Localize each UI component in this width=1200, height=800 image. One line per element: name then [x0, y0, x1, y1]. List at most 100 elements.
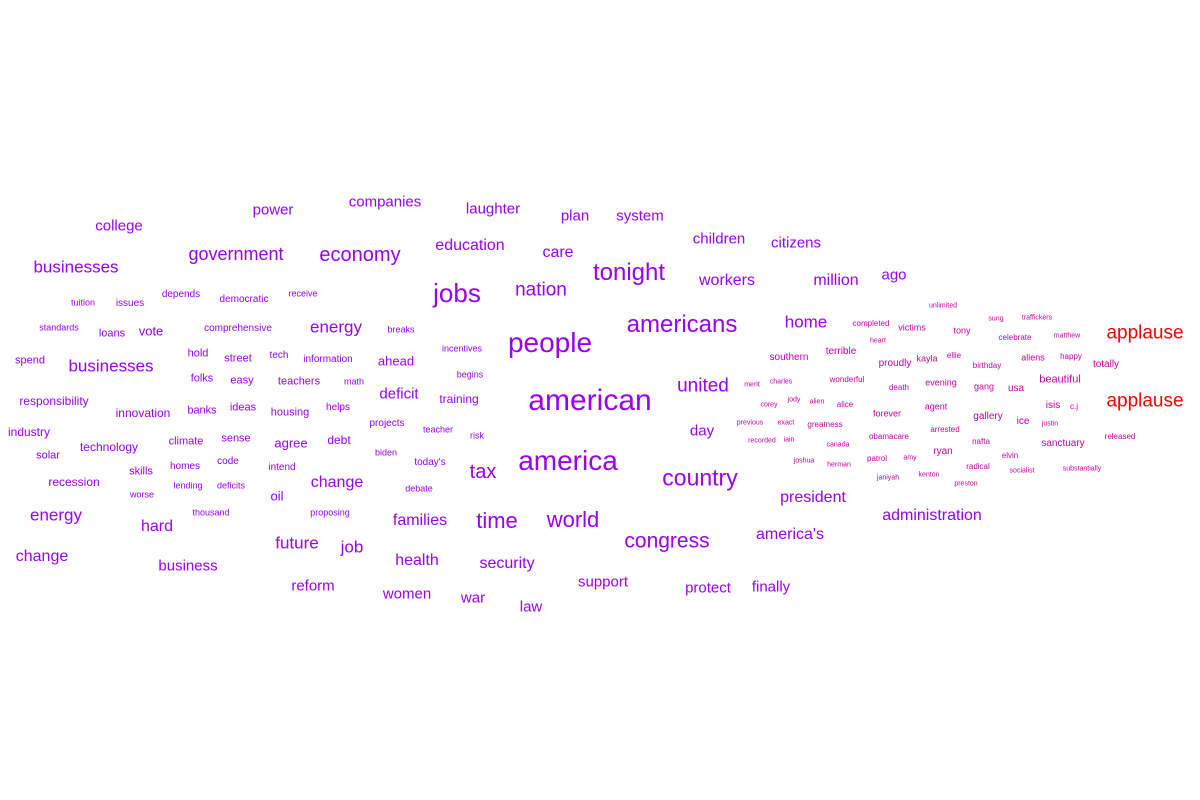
word-tax: tax — [469, 461, 497, 483]
word-amy: amy — [903, 454, 917, 462]
word-finally: finally — [751, 578, 791, 596]
word-laughter: laughter — [465, 200, 521, 218]
word-businesses: businesses — [33, 257, 119, 277]
word-applause: applause — [1106, 322, 1184, 344]
word-street: street — [224, 352, 252, 365]
word-companies: companies — [348, 193, 422, 211]
word-folks: folks — [190, 372, 214, 385]
word-people: people — [507, 327, 593, 358]
word-million: million — [813, 272, 859, 289]
word-traffickers: traffickers — [1021, 314, 1053, 322]
word-power: power — [252, 201, 294, 219]
word-elvin: elvin — [1001, 451, 1019, 460]
word-tuition: tuition — [70, 297, 96, 308]
word-issues: issues — [115, 298, 145, 309]
word-lending: lending — [173, 480, 203, 491]
word-debate: debate — [405, 483, 433, 494]
word-deficit: deficit — [379, 385, 419, 403]
word-hard: hard — [140, 518, 174, 535]
word-code: code — [217, 456, 239, 467]
word-alice: alice — [836, 400, 854, 409]
word-wonderful: wonderful — [829, 375, 865, 384]
word-released: released — [1104, 432, 1136, 441]
word-thousand: thousand — [192, 507, 230, 518]
word-merit: merit — [744, 381, 760, 389]
word-future: future — [275, 533, 319, 553]
word-america: america — [518, 445, 618, 476]
word-celebrate: celebrate — [998, 333, 1032, 342]
word-matthew: matthew — [1053, 332, 1081, 340]
word-ryan: ryan — [933, 446, 953, 457]
word-gallery: gallery — [973, 411, 1003, 422]
word-teacher: teacher — [422, 424, 454, 435]
word-housing: housing — [270, 406, 310, 419]
word-ice: ice — [1016, 416, 1030, 427]
word-innovation: innovation — [115, 406, 171, 420]
word-proposing: proposing — [310, 507, 350, 518]
word-homes: homes — [169, 461, 201, 472]
word-aliens: aliens — [1021, 352, 1045, 363]
word-radical: radical — [966, 462, 990, 471]
word-comprehensive: comprehensive — [204, 323, 272, 334]
word-teachers: teachers — [277, 375, 321, 388]
word-kayla: kayla — [916, 353, 938, 364]
word-socialist: socialist — [1009, 467, 1035, 475]
word-recorded: recorded — [748, 437, 776, 445]
word-change: change — [310, 474, 364, 491]
word-citizens: citizens — [770, 234, 822, 252]
word-agree: agree — [274, 435, 308, 451]
word-congress: congress — [624, 529, 710, 553]
word-nafta: nafta — [972, 437, 990, 446]
word-training: training — [439, 392, 479, 406]
word-projects: projects — [369, 418, 405, 429]
word-debt: debt — [327, 433, 351, 447]
word-receive: receive — [288, 288, 318, 299]
word-job: job — [340, 537, 364, 557]
word-sense: sense — [221, 432, 251, 445]
word-applause: applause — [1106, 390, 1184, 412]
word-beautiful: beautiful — [1039, 373, 1081, 386]
word-home: home — [784, 312, 828, 332]
word-college: college — [95, 217, 143, 235]
word-climate: climate — [168, 435, 204, 448]
word-solar: solar — [36, 449, 60, 462]
word-iain: iain — [783, 436, 795, 444]
word-administration: administration — [882, 507, 982, 524]
word-government: government — [188, 244, 284, 264]
word-herman: herman — [827, 461, 851, 469]
word-health: health — [395, 552, 439, 569]
word-risk: risk — [470, 430, 484, 441]
word-unlimited: unlimited — [928, 302, 958, 310]
word-united: united — [677, 375, 729, 397]
word-energy: energy — [30, 505, 82, 525]
word-southern: southern — [769, 352, 809, 363]
word-energy: energy — [310, 317, 362, 337]
word-time: time — [476, 508, 518, 533]
word-tonight: tonight — [592, 259, 666, 286]
word-business: business — [158, 557, 218, 575]
word-easy: easy — [230, 374, 254, 387]
word-forever: forever — [872, 408, 902, 419]
word-jobs: jobs — [433, 278, 481, 308]
word-skills: skills — [129, 465, 153, 478]
word-patrol: patrol — [866, 454, 888, 463]
word-economy: economy — [319, 244, 401, 266]
word-victims: victims — [898, 322, 926, 333]
word-nation: nation — [515, 279, 567, 301]
word-technology: technology — [79, 440, 139, 454]
word-math: math — [343, 376, 365, 387]
word-usa: usa — [1007, 383, 1025, 394]
word-businesses: businesses — [68, 356, 154, 376]
word-death: death — [888, 383, 910, 392]
word-previous: previous — [736, 419, 764, 427]
word-responsibility: responsibility — [19, 394, 89, 408]
word-helps: helps — [326, 402, 350, 413]
word-arrested: arrested — [930, 425, 960, 434]
word-tech: tech — [269, 350, 289, 361]
word-ago: ago — [881, 266, 907, 284]
word-sung: sung — [988, 315, 1004, 323]
word-families: families — [392, 512, 448, 529]
word-information: information — [303, 354, 353, 365]
word-joshua: joshua — [793, 457, 815, 465]
word-worse: worse — [129, 489, 155, 500]
